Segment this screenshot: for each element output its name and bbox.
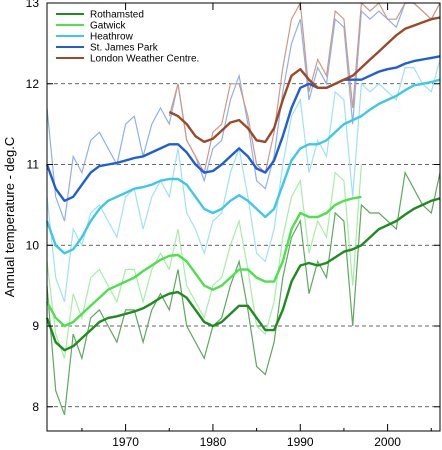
y-tick-label: 8 xyxy=(32,400,39,414)
axes: 8 9 10 11 12 13 1970 1980 1990 2000 xyxy=(26,0,440,449)
y-tick-label: 11 xyxy=(27,158,40,172)
legend-label: Rothamsted xyxy=(90,10,144,21)
legend-label: Heathrow xyxy=(90,32,134,43)
series-smoothed-line xyxy=(168,16,441,144)
x-tick-label: 2000 xyxy=(374,435,401,449)
series-smoothed-line xyxy=(45,78,441,255)
y-axis-label: Annual temperature - deg.C xyxy=(2,137,17,297)
series-smoothed-line xyxy=(45,55,441,203)
series-annual-line xyxy=(46,170,441,416)
series-smoothed-line xyxy=(45,195,362,328)
legend-label: London Weather Centre. xyxy=(90,54,199,65)
series-annual-line xyxy=(168,0,441,175)
y-tick-label: 12 xyxy=(26,77,40,91)
series-annual-line xyxy=(46,164,362,359)
series-annual-line xyxy=(46,59,441,303)
y-tick-label: 13 xyxy=(26,0,40,10)
x-tick-label: 1970 xyxy=(112,435,139,449)
x-tick-label: 1990 xyxy=(287,435,314,449)
y-tick-label: 9 xyxy=(32,319,39,333)
y-tick-label: 10 xyxy=(26,238,40,252)
series-layer xyxy=(45,0,441,416)
x-tick-label: 1980 xyxy=(200,435,227,449)
series-smoothed-line xyxy=(45,197,441,352)
legend-label: Gatwick xyxy=(90,21,127,32)
plot-frame xyxy=(46,2,441,432)
legend-label: St. James Park xyxy=(90,43,159,54)
